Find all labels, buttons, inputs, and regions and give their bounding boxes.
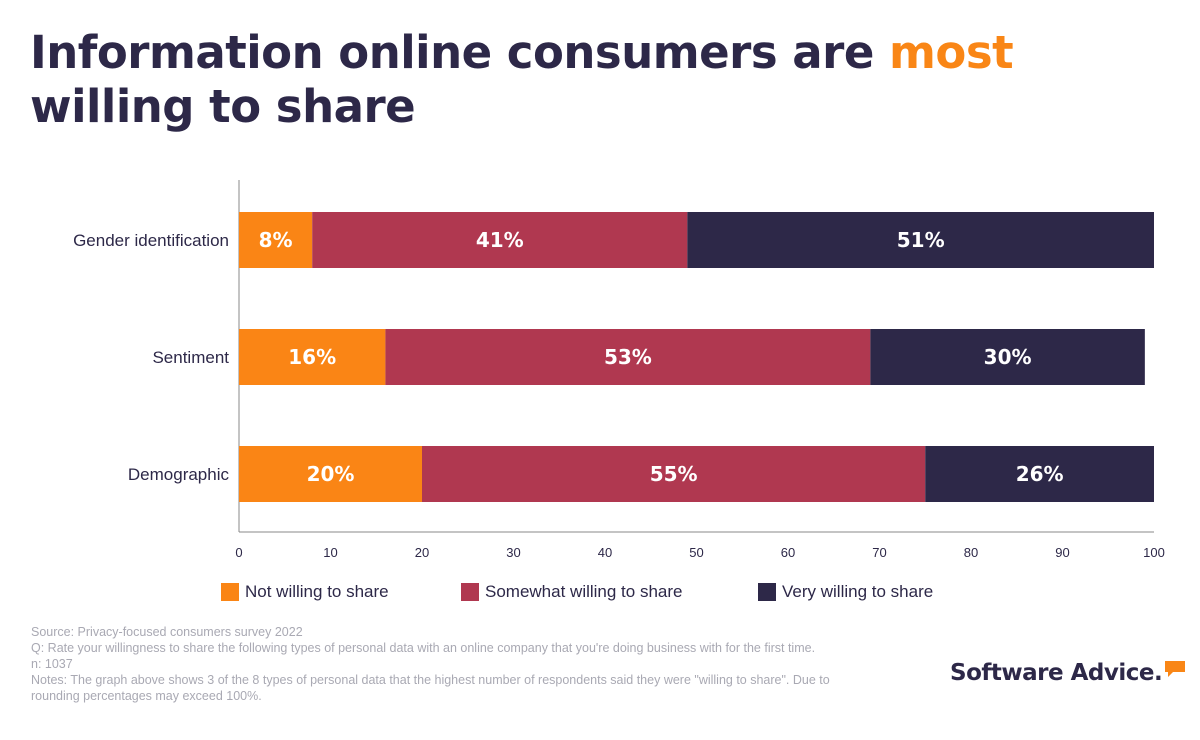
data-label-sentiment-somewhat-willing-to-share: 53% (604, 345, 652, 369)
footnote-question: Q: Rate your willingness to share the fo… (31, 641, 816, 655)
data-label-demographic-very-willing-to-share: 26% (1016, 462, 1064, 486)
category-label-sentiment: Sentiment (152, 348, 229, 367)
legend-label-not-willing: Not willing to share (245, 582, 389, 601)
data-label-gender-identification-very-willing-to-share: 51% (897, 228, 945, 252)
speech-bubble-icon (1165, 661, 1186, 677)
footnote-notes: Notes: The graph above shows 3 of the 8 … (31, 673, 830, 703)
footnote-source: Source: Privacy-focused consumers survey… (31, 625, 303, 639)
chart-title: Information online consumers are most wi… (30, 26, 1170, 134)
x-tick-label: 40 (598, 545, 612, 560)
software-advice-logo: Software Advice. (950, 660, 1186, 692)
title-accent: most (889, 26, 1014, 79)
data-label-sentiment-not-willing-to-share: 16% (288, 345, 336, 369)
data-label-demographic-not-willing-to-share: 20% (307, 462, 355, 486)
x-tick-label: 10 (323, 545, 337, 560)
data-label-sentiment-very-willing-to-share: 30% (984, 345, 1032, 369)
title-part-1: Information online consumers are (30, 26, 890, 79)
legend-swatch-very-willing (758, 583, 776, 601)
x-tick-label: 90 (1055, 545, 1069, 560)
x-tick-label: 30 (506, 545, 520, 560)
bar-demographic-very-willing-to-share (925, 446, 1154, 502)
bar-gender-identification-somewhat-willing-to-share (312, 212, 688, 268)
x-tick-label: 100 (1143, 545, 1165, 560)
bar-sentiment-not-willing-to-share (239, 329, 386, 385)
category-label-demographic: Demographic (128, 465, 230, 484)
legend-swatch-somewhat-willing (461, 583, 479, 601)
data-label-gender-identification-not-willing-to-share: 8% (259, 228, 293, 252)
legend-item-very-willing: Very willing to share (758, 580, 933, 604)
legend-item-not-willing: Not willing to share (221, 580, 389, 604)
stacked-bar-chart: 0 10 20 30 40 50 60 70 80 90 100 Gender identificat… (73, 180, 1165, 560)
x-tick-label: 20 (415, 545, 429, 560)
legend-label-somewhat-willing: Somewhat willing to share (485, 582, 683, 601)
category-label-gender-identification: Gender identification (73, 231, 229, 250)
x-tick-label: 70 (872, 545, 886, 560)
x-tick-label: 0 (235, 545, 242, 560)
footnote: Source: Privacy-focused consumers survey… (31, 624, 881, 704)
x-tick-label: 50 (689, 545, 703, 560)
bar-sentiment-somewhat-willing-to-share (385, 329, 871, 385)
bar-sentiment-very-willing-to-share (870, 329, 1145, 385)
legend-swatch-not-willing (221, 583, 239, 601)
x-tick-label: 80 (964, 545, 978, 560)
bar-demographic-somewhat-willing-to-share (422, 446, 926, 502)
data-label-gender-identification-somewhat-willing-to-share: 41% (476, 228, 524, 252)
bar-gender-identification-very-willing-to-share (687, 212, 1154, 268)
legend-label-very-willing: Very willing to share (782, 582, 934, 601)
x-tick-label: 60 (781, 545, 795, 560)
bar-gender-identification-not-willing-to-share (239, 212, 313, 268)
footnote-sample-size: n: 1037 (31, 657, 73, 671)
title-part-2: willing to share (30, 80, 416, 133)
bar-demographic-not-willing-to-share (239, 446, 422, 502)
logo-text: Software Advice. (950, 660, 1163, 686)
data-label-demographic-somewhat-willing-to-share: 55% (650, 462, 698, 486)
legend-item-somewhat-willing: Somewhat willing to share (461, 580, 682, 604)
